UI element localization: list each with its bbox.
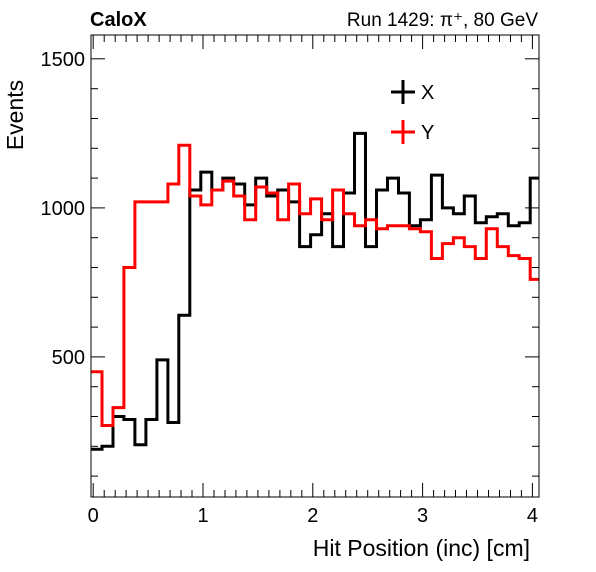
x-tick-label: 2	[307, 505, 318, 527]
axis-layer: 0 1 2 3 4 500 1000 1500	[41, 34, 540, 527]
legend: XY	[391, 80, 434, 144]
x-axis-title: Hit Position (inc) [cm]	[313, 535, 530, 561]
x-tick-label: 0	[88, 505, 99, 527]
plot-frame	[90, 34, 540, 498]
experiment-label: CaloX	[90, 9, 147, 31]
legend-label-y: Y	[421, 122, 434, 144]
x-tick-label: 3	[417, 505, 428, 527]
y-tick-label: 500	[52, 347, 85, 369]
series-line-x	[91, 131, 539, 451]
x-tick-label: 1	[197, 505, 208, 527]
x-tick-label: 4	[527, 505, 538, 527]
series-layer	[91, 131, 539, 451]
y-axis-title: Events	[2, 80, 28, 150]
y-tick-label: 1500	[41, 49, 86, 71]
run-info-label: Run 1429: π⁺, 80 GeV	[347, 10, 538, 31]
y-tick-label: 1000	[41, 198, 86, 220]
legend-label-x: X	[421, 82, 434, 104]
series-line-y	[91, 143, 539, 427]
